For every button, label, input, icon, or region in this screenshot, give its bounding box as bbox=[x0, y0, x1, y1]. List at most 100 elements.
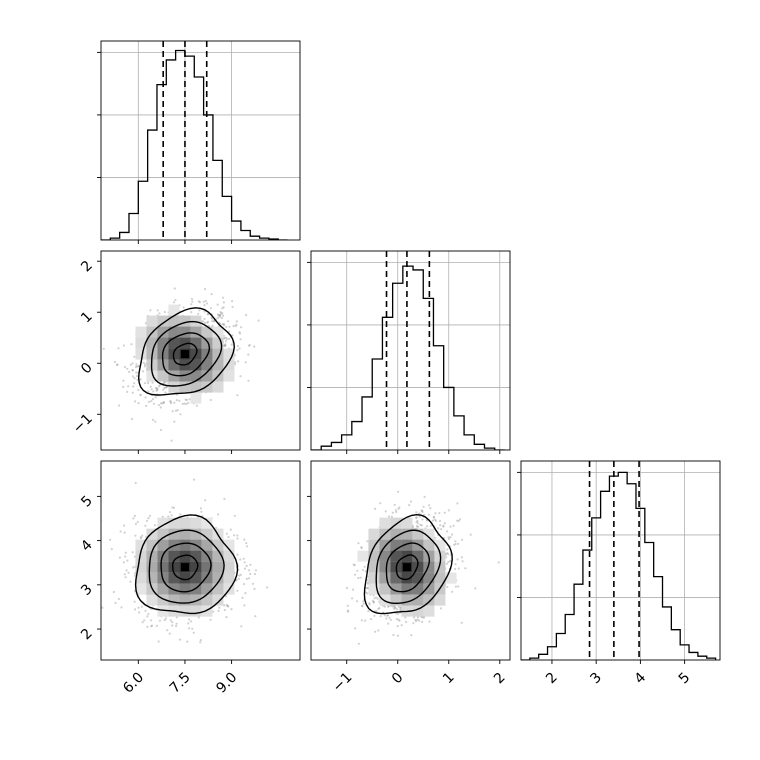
scatter-0-1-point bbox=[173, 401, 176, 404]
scatter-0-1-point bbox=[190, 303, 193, 306]
scatter-0-2-density-cell bbox=[157, 517, 169, 529]
scatter-1-2-point bbox=[440, 528, 443, 531]
scatter-0-1-point bbox=[116, 363, 119, 366]
scatter-1-2-point bbox=[379, 615, 382, 618]
scatter-0-2-point bbox=[236, 553, 239, 556]
scatter-0-2-density-cell bbox=[157, 528, 169, 540]
scatter-0-1-point bbox=[136, 378, 139, 381]
scatter-1-2-point bbox=[352, 563, 355, 566]
scatter-1-2-density-cell bbox=[412, 572, 424, 584]
scatter-0-2-density-cell bbox=[179, 517, 191, 529]
scatter-0-2-point bbox=[134, 534, 137, 537]
param-1-xtick-label-2: 1 bbox=[440, 670, 458, 688]
scatter-0-2-density-cell bbox=[201, 583, 213, 595]
scatter-1-2-density-cell bbox=[379, 539, 391, 551]
scatter-0-2-density-cell bbox=[146, 561, 158, 573]
scatter-1-2-point bbox=[387, 622, 390, 625]
scatter-0-2-point bbox=[199, 641, 202, 644]
scatter-0-2-point bbox=[178, 638, 182, 641]
scatter-0-1-point bbox=[162, 401, 165, 404]
scatter-0-1-point bbox=[137, 402, 140, 405]
scatter-1-2-point bbox=[454, 540, 457, 543]
scatter-1-2-point bbox=[383, 605, 386, 608]
scatter-0-2-point bbox=[243, 583, 246, 586]
scatter-0-2-point bbox=[133, 600, 136, 603]
scatter-0-2-density-cell bbox=[190, 583, 202, 595]
scatter-0-1-point bbox=[175, 399, 178, 402]
scatter-0-1-point bbox=[235, 323, 238, 326]
scatter-0-2-point bbox=[245, 542, 248, 545]
scatter-0-2-point bbox=[227, 605, 230, 608]
scatter-1-2-density-cell bbox=[379, 583, 391, 595]
scatter-0-2-density-cell bbox=[201, 528, 213, 540]
scatter-0-1-point bbox=[133, 400, 137, 403]
scatter-1-2-point bbox=[445, 562, 448, 565]
scatter-1-2-point bbox=[434, 519, 438, 523]
scatter-0-2-point bbox=[123, 524, 126, 527]
scatter-1-2-point bbox=[365, 586, 368, 590]
scatter-0-1-point bbox=[158, 384, 161, 387]
scatter-0-2-point bbox=[242, 557, 245, 560]
scatter-1-2-point bbox=[410, 634, 413, 637]
scatter-0-2-point bbox=[155, 624, 158, 628]
scatter-1-2-point bbox=[359, 576, 362, 579]
scatter-0-1-point bbox=[209, 307, 212, 310]
scatter-1-2-point bbox=[373, 597, 376, 600]
scatter-1-2-point bbox=[421, 510, 424, 513]
scatter-0-1-point bbox=[198, 309, 201, 312]
scatter-0-2-point bbox=[143, 619, 146, 622]
scatter-0-1-point bbox=[223, 344, 226, 348]
scatter-0-2-density-cell bbox=[168, 594, 180, 606]
scatter-0-2-point bbox=[122, 561, 125, 564]
scatter-0-1-point bbox=[144, 322, 147, 325]
scatter-0-2-point bbox=[226, 604, 229, 608]
scatter-0-1-point bbox=[206, 302, 209, 305]
scatter-1-2-point bbox=[408, 504, 411, 507]
scatter-0-2-point bbox=[146, 625, 149, 629]
scatter-0-2-point bbox=[149, 619, 153, 622]
scatter-0-1-point bbox=[135, 374, 138, 378]
scatter-0-1-point bbox=[128, 370, 131, 373]
scatter-0-1-density-cell bbox=[146, 370, 158, 382]
scatter-1-2-point bbox=[360, 619, 363, 622]
scatter-1-2-point bbox=[352, 588, 355, 591]
scatter-0-2-point bbox=[140, 605, 143, 608]
scatter-0-1-point bbox=[155, 387, 158, 390]
scatter-0-2-density-cell bbox=[201, 594, 213, 606]
scatter-0-2-point bbox=[147, 612, 150, 616]
scatter-0-1-point bbox=[122, 385, 125, 389]
scatter-1-2-point bbox=[392, 633, 395, 637]
scatter-1-2-point bbox=[446, 585, 449, 589]
scatter-0-1-point bbox=[139, 393, 142, 396]
scatter-0-2-density-cell bbox=[157, 583, 169, 595]
scatter-0-1-plot-area bbox=[102, 287, 260, 442]
scatter-1-2-point bbox=[422, 505, 425, 508]
scatter-0-2-point bbox=[144, 609, 147, 612]
scatter-0-2-point bbox=[238, 574, 241, 577]
scatter-1-2-point bbox=[375, 609, 378, 613]
scatter-0-1-point bbox=[131, 391, 134, 394]
scatter-0-2-point bbox=[240, 625, 243, 628]
scatter-0-1-density-cell bbox=[223, 359, 235, 371]
scatter-1-2-point bbox=[372, 601, 375, 604]
scatter-0-1-point bbox=[204, 299, 207, 303]
scatter-0-1-point bbox=[169, 400, 172, 403]
scatter-0-2-point bbox=[168, 632, 171, 635]
scatter-0-1-point bbox=[185, 398, 188, 402]
scatter-1-2-point bbox=[356, 600, 359, 603]
scatter-0-2-density-cell bbox=[190, 572, 202, 584]
scatter-1-2-point bbox=[396, 624, 399, 628]
scatter-1-2-point bbox=[377, 629, 380, 632]
scatter-0-1-point bbox=[163, 310, 166, 314]
scatter-1-2-point bbox=[456, 558, 459, 561]
scatter-0-1-point bbox=[164, 391, 167, 394]
hist-param-2-histogram-step bbox=[521, 471, 717, 660]
scatter-1-2-point bbox=[433, 515, 436, 519]
scatter-0-2-density-cell bbox=[201, 572, 213, 584]
scatter-1-2-point bbox=[457, 542, 460, 546]
param-2-xtick-label-0: 2 bbox=[543, 670, 561, 688]
scatter-0-2-point bbox=[158, 619, 161, 622]
scatter-0-1-point bbox=[117, 347, 120, 350]
scatter-0-2-density-cell bbox=[146, 528, 158, 540]
scatter-0-1-point bbox=[203, 321, 207, 324]
